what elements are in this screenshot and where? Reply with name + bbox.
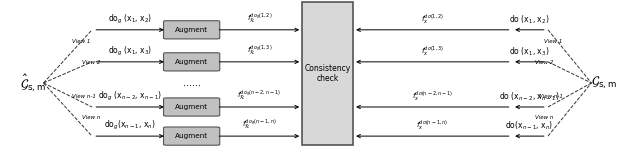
Text: $f_x^{do(1,3)}$: $f_x^{do(1,3)}$ bbox=[421, 45, 444, 58]
Text: $f_x^{do(n-1,n)}$: $f_x^{do(n-1,n)}$ bbox=[416, 119, 449, 132]
Text: $\mathcal{G}_{\mathrm{s,m}}$: $\mathcal{G}_{\mathrm{s,m}}$ bbox=[591, 75, 617, 91]
Text: $f_{\mathcal{R}}^{do_g(n-1,n)}$: $f_{\mathcal{R}}^{do_g(n-1,n)}$ bbox=[242, 118, 276, 132]
Text: Consistency
check: Consistency check bbox=[305, 64, 351, 83]
Text: View 1: View 1 bbox=[72, 39, 91, 44]
Text: $f_{\mathcal{R}}^{do_g(1,3)}$: $f_{\mathcal{R}}^{do_g(1,3)}$ bbox=[246, 44, 272, 58]
FancyBboxPatch shape bbox=[164, 127, 220, 145]
Text: do (x$_{n-2}$, x$_{n-1}$): do (x$_{n-2}$, x$_{n-1}$) bbox=[499, 91, 559, 103]
Text: Augment: Augment bbox=[175, 104, 208, 110]
Text: $f_{\mathcal{R}}^{do_g(1,2)}$: $f_{\mathcal{R}}^{do_g(1,2)}$ bbox=[246, 12, 272, 26]
FancyBboxPatch shape bbox=[302, 2, 353, 145]
FancyBboxPatch shape bbox=[164, 98, 220, 116]
Text: do$_g$(x$_{n-1}$, x$_n$): do$_g$(x$_{n-1}$, x$_n$) bbox=[104, 119, 156, 132]
FancyBboxPatch shape bbox=[164, 53, 220, 71]
Text: $f_x^{do(n-2,n-1)}$: $f_x^{do(n-2,n-1)}$ bbox=[412, 90, 453, 103]
Text: Augment: Augment bbox=[175, 133, 208, 139]
Text: Augment: Augment bbox=[175, 59, 208, 65]
Text: do (x$_1$, x$_2$): do (x$_1$, x$_2$) bbox=[509, 14, 549, 26]
Text: View n-1: View n-1 bbox=[539, 94, 563, 99]
Text: $\hat{\mathcal{G}}_{\mathrm{s,m}}$: $\hat{\mathcal{G}}_{\mathrm{s,m}}$ bbox=[20, 72, 45, 94]
Text: View n: View n bbox=[534, 115, 553, 120]
Text: do$_g$ (x$_{n-2}$, x$_{n-1}$): do$_g$ (x$_{n-2}$, x$_{n-1}$) bbox=[98, 90, 162, 103]
Text: View 2: View 2 bbox=[534, 60, 553, 65]
Text: View 1: View 1 bbox=[544, 39, 563, 44]
Text: do (x$_1$, x$_3$): do (x$_1$, x$_3$) bbox=[509, 46, 549, 58]
Text: Augment: Augment bbox=[175, 27, 208, 33]
Text: do$_g$ (x$_1$, x$_2$): do$_g$ (x$_1$, x$_2$) bbox=[108, 13, 152, 26]
Text: $f_x^{do(1,2)}$: $f_x^{do(1,2)}$ bbox=[421, 13, 444, 26]
Text: ......: ...... bbox=[182, 78, 200, 88]
FancyBboxPatch shape bbox=[164, 21, 220, 39]
Text: View n: View n bbox=[83, 115, 101, 120]
Text: View n-1: View n-1 bbox=[72, 94, 96, 99]
Text: do$_g$ (x$_1$, x$_3$): do$_g$ (x$_1$, x$_3$) bbox=[108, 45, 152, 58]
Text: $f_{\mathcal{R}}^{do_g(n-2,n-1)}$: $f_{\mathcal{R}}^{do_g(n-2,n-1)}$ bbox=[237, 89, 281, 103]
Text: View 2: View 2 bbox=[83, 60, 101, 65]
Text: do(x$_{n-1}$, x$_n$): do(x$_{n-1}$, x$_n$) bbox=[505, 120, 553, 132]
